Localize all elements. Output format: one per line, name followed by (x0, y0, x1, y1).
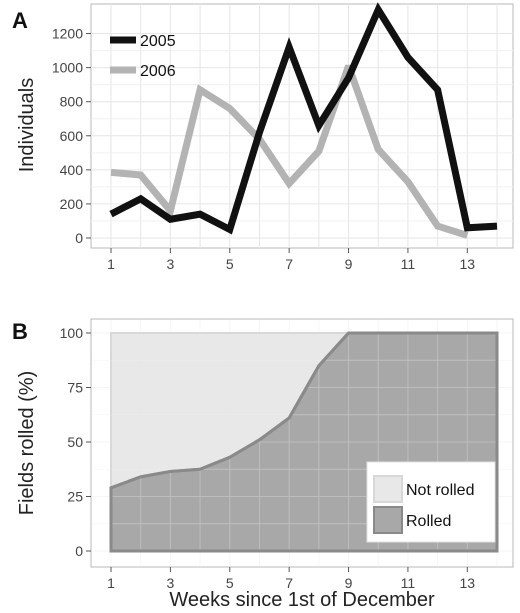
x-tick-label: 5 (226, 575, 234, 591)
x-tick-label: 3 (166, 575, 174, 591)
x-tick-label: 9 (345, 575, 353, 591)
y-tick-label: 600 (60, 128, 84, 144)
panel-a: A Individuals 1 3 5 7 9 11 1302004006008001000… (12, 2, 514, 272)
panel-a-letter: A (12, 8, 28, 33)
legend-label-2006: 2006 (140, 63, 176, 80)
x-tick-label: 5 (226, 256, 234, 272)
legend-label-rolled: Rolled (406, 513, 451, 530)
panel-a-series (109, 2, 498, 239)
legend-swatch-rolled (373, 506, 403, 534)
series-line-2006 (110, 64, 469, 239)
y-tick-label: 100 (60, 325, 84, 341)
legend-label-not-rolled: Not rolled (406, 482, 474, 499)
x-tick-label: 11 (401, 575, 416, 591)
y-tick-label: 1200 (52, 26, 83, 42)
y-tick-label: 50 (67, 434, 83, 450)
x-tick-label: 13 (460, 575, 476, 591)
panel-a-y-axis-title: Individuals (16, 78, 38, 173)
y-tick-label: 25 (67, 489, 83, 505)
x-tick-label: 1 (107, 575, 115, 591)
panel-b-legend: Not rolled Rolled (366, 461, 496, 543)
panel-a-legend: 2005 2006 (110, 33, 176, 80)
panel-b-letter: B (12, 319, 28, 344)
y-tick-label: 75 (67, 380, 83, 396)
legend-label-2005: 2005 (140, 33, 176, 50)
x-tick-label: 13 (460, 256, 476, 272)
x-tick-label: 11 (401, 256, 416, 272)
x-tick-label: 3 (166, 256, 174, 272)
panel-b-y-axis-title: Fields rolled (%) (16, 371, 38, 515)
x-tick-label: 7 (285, 256, 293, 272)
series-line-2005 (109, 2, 498, 235)
y-tick-label: 1000 (52, 60, 83, 76)
panel-b-x-axis-title: Weeks since 1st of December (169, 589, 435, 611)
legend-swatch-not-rolled (373, 475, 403, 503)
y-tick-label: 0 (75, 230, 83, 246)
x-tick-label: 9 (345, 256, 353, 272)
y-tick-label: 200 (60, 196, 84, 212)
x-tick-label: 1 (107, 256, 115, 272)
panel-b: B Fields rolled (%) 1 3 5 7 9 11 130255075100 … (12, 318, 514, 611)
y-tick-label: 800 (60, 94, 84, 110)
x-tick-label: 7 (285, 575, 293, 591)
y-tick-label: 400 (60, 162, 84, 178)
y-tick-label: 0 (75, 543, 83, 559)
area-rolled-outline (109, 331, 499, 553)
